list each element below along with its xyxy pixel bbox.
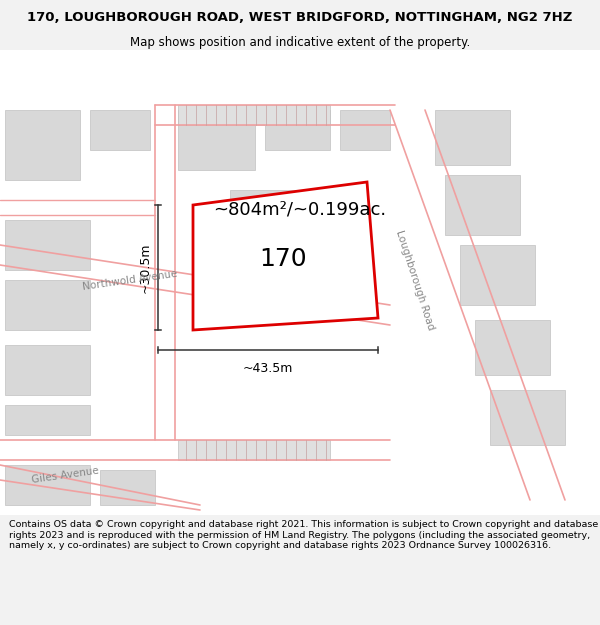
Polygon shape [5,405,90,435]
Polygon shape [475,320,550,375]
Text: Map shows position and indicative extent of the property.: Map shows position and indicative extent… [130,36,470,49]
Text: Northwold Avenue: Northwold Avenue [82,268,178,292]
Polygon shape [100,470,155,505]
Polygon shape [5,465,90,505]
Polygon shape [340,110,390,150]
Polygon shape [5,280,90,330]
Bar [178,440,330,460]
Text: Loughborough Road: Loughborough Road [394,229,436,331]
Polygon shape [90,110,150,150]
Text: Giles Avenue: Giles Avenue [31,466,100,484]
Text: 170, LOUGHBOROUGH ROAD, WEST BRIDGFORD, NOTTINGHAM, NG2 7HZ: 170, LOUGHBOROUGH ROAD, WEST BRIDGFORD, … [28,11,572,24]
Polygon shape [230,190,320,245]
Text: 170: 170 [259,247,307,271]
Polygon shape [193,182,378,330]
Polygon shape [490,390,565,445]
Polygon shape [5,345,90,395]
Text: ~43.5m: ~43.5m [243,361,293,374]
Text: Contains OS data © Crown copyright and database right 2021. This information is : Contains OS data © Crown copyright and d… [9,520,598,550]
Text: ~804m²/~0.199ac.: ~804m²/~0.199ac. [214,201,386,219]
Polygon shape [5,110,80,180]
Polygon shape [445,175,520,235]
Text: ~30.5m: ~30.5m [139,242,151,292]
Polygon shape [5,220,90,270]
Polygon shape [435,110,510,165]
Polygon shape [265,110,330,150]
Bar [178,105,330,125]
Polygon shape [178,110,255,170]
Polygon shape [460,245,535,305]
